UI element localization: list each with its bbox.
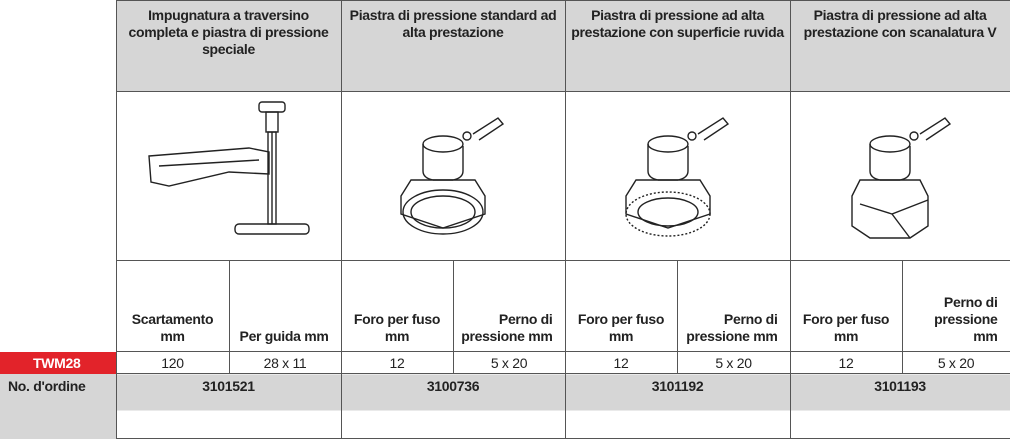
subheader-cell: Perno di pressione mm bbox=[676, 260, 791, 352]
order-number: 3101193 bbox=[789, 373, 1010, 439]
column-header: Impugnatura a traversino completa e pias… bbox=[115, 0, 342, 92]
order-number: 3100736 bbox=[340, 373, 566, 439]
column-header: Piastra di pressione ad alta prestazione… bbox=[564, 0, 791, 92]
order-number: 3101521 bbox=[115, 373, 342, 439]
row-label: No. d'ordine bbox=[0, 373, 116, 439]
order-number: 3101192 bbox=[564, 373, 791, 439]
column-header: Piastra di pressione standard ad alta pr… bbox=[340, 0, 566, 92]
cell: 12 bbox=[564, 351, 678, 374]
product-image bbox=[624, 117, 729, 237]
cell: 12 bbox=[789, 351, 903, 374]
cell: 5 x 20 bbox=[901, 351, 1010, 374]
product-image bbox=[147, 101, 310, 235]
subheader-cell: Foro per fuso mm bbox=[340, 260, 454, 352]
cell: 120 bbox=[115, 351, 230, 374]
subheader-cell: Foro per fuso mm bbox=[789, 260, 903, 352]
row-label: TWM28 bbox=[0, 351, 116, 374]
product-image bbox=[400, 117, 505, 235]
cell: 5 x 20 bbox=[452, 351, 566, 374]
subheader-cell: Perno di pressione mm bbox=[901, 260, 1010, 352]
subheader-cell: Perno di pressione mm bbox=[452, 260, 566, 352]
subheader-cell: Foro per fuso mm bbox=[564, 260, 678, 352]
subheader-cell: Scartamento mm bbox=[115, 260, 230, 352]
product-image bbox=[851, 117, 952, 239]
cell: 12 bbox=[340, 351, 454, 374]
column-header: Piastra di pressione ad alta prestazione… bbox=[789, 0, 1010, 92]
cell: 28 x 11 bbox=[228, 351, 342, 374]
cell: 5 x 20 bbox=[676, 351, 791, 374]
subheader-cell: Per guida mm bbox=[228, 260, 342, 352]
